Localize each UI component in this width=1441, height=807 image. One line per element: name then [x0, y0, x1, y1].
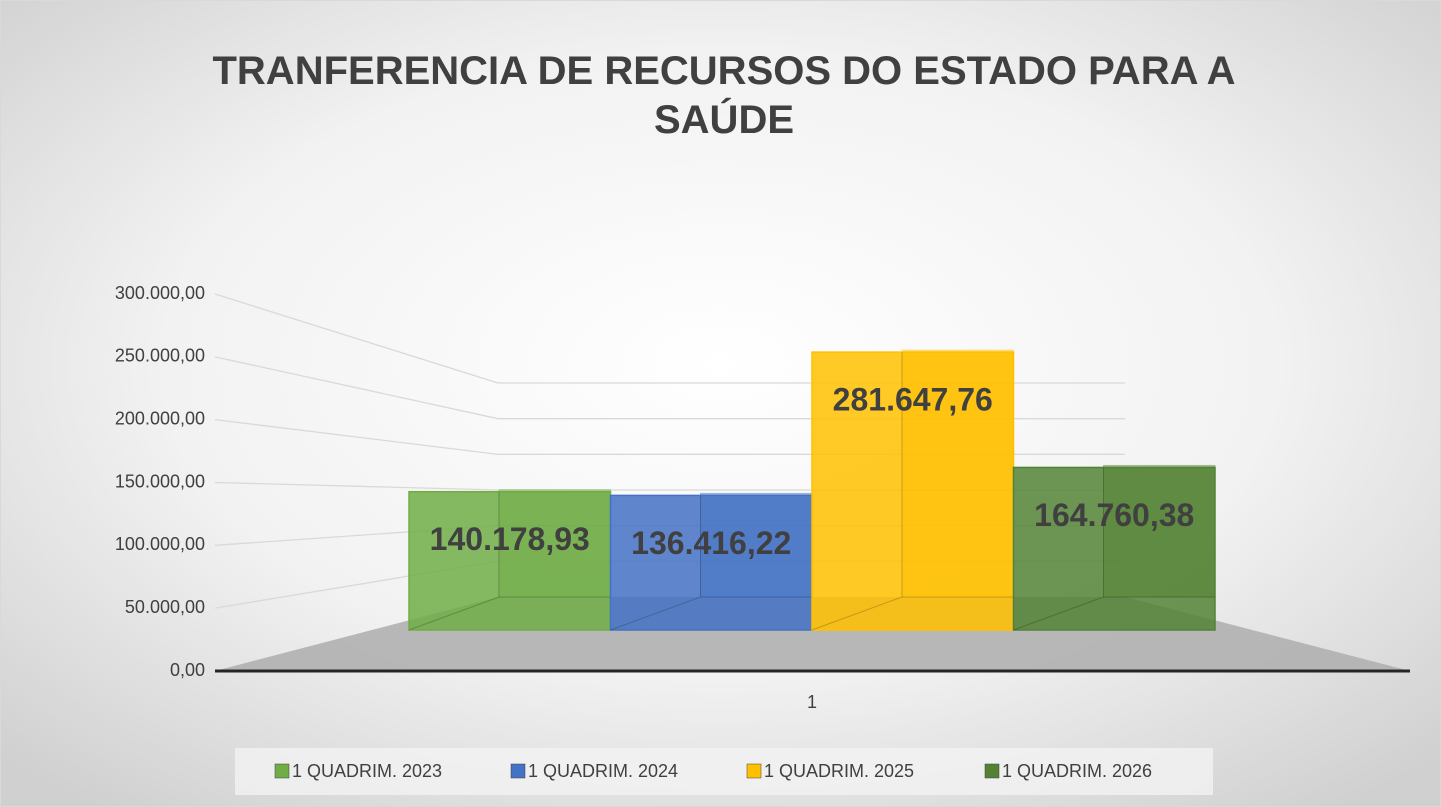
bar-edge — [408, 491, 500, 631]
legend-swatch — [984, 763, 1000, 779]
chart-title: TRANFERENCIA DE RECURSOS DO ESTADO PARA … — [212, 49, 1235, 142]
legend-label: 1 QUADRIM. 2026 — [1002, 761, 1152, 781]
bar-edge — [1013, 467, 1104, 631]
legend-label: 1 QUADRIM. 2023 — [292, 761, 442, 781]
legend-swatch — [510, 763, 526, 779]
bar — [1012, 466, 1216, 631]
y-tick-label: 250.000,00 — [115, 346, 205, 366]
data-label: 164.760,38 — [1034, 497, 1194, 533]
legend-swatch — [274, 763, 290, 779]
legend-box — [235, 748, 1213, 795]
y-tick-label: 150.000,00 — [115, 471, 205, 491]
chart-title: TRANFERENCIA DE RECURSOS DO ESTADO PARA … — [212, 49, 1235, 142]
y-tick-label: 300.000,00 — [115, 283, 205, 303]
bar — [811, 351, 1015, 631]
legend-swatch — [746, 763, 762, 779]
y-tick-label: 0,00 — [170, 660, 205, 680]
y-tick-label: 200.000,00 — [115, 408, 205, 428]
data-label: 136.416,22 — [631, 525, 791, 561]
bar — [609, 494, 813, 631]
x-tick-label: 1 — [807, 692, 817, 712]
legend-label: 1 QUADRIM. 2024 — [528, 761, 678, 781]
y-tick-label: 100.000,00 — [115, 534, 205, 554]
data-label: 140.178,93 — [430, 521, 590, 557]
bar-edge — [811, 352, 903, 631]
bar — [408, 490, 612, 631]
legend-label: 1 QUADRIM. 2025 — [764, 761, 914, 781]
bar-edge — [610, 495, 701, 631]
y-tick-label: 50.000,00 — [125, 597, 205, 617]
data-label: 281.647,76 — [833, 382, 993, 418]
